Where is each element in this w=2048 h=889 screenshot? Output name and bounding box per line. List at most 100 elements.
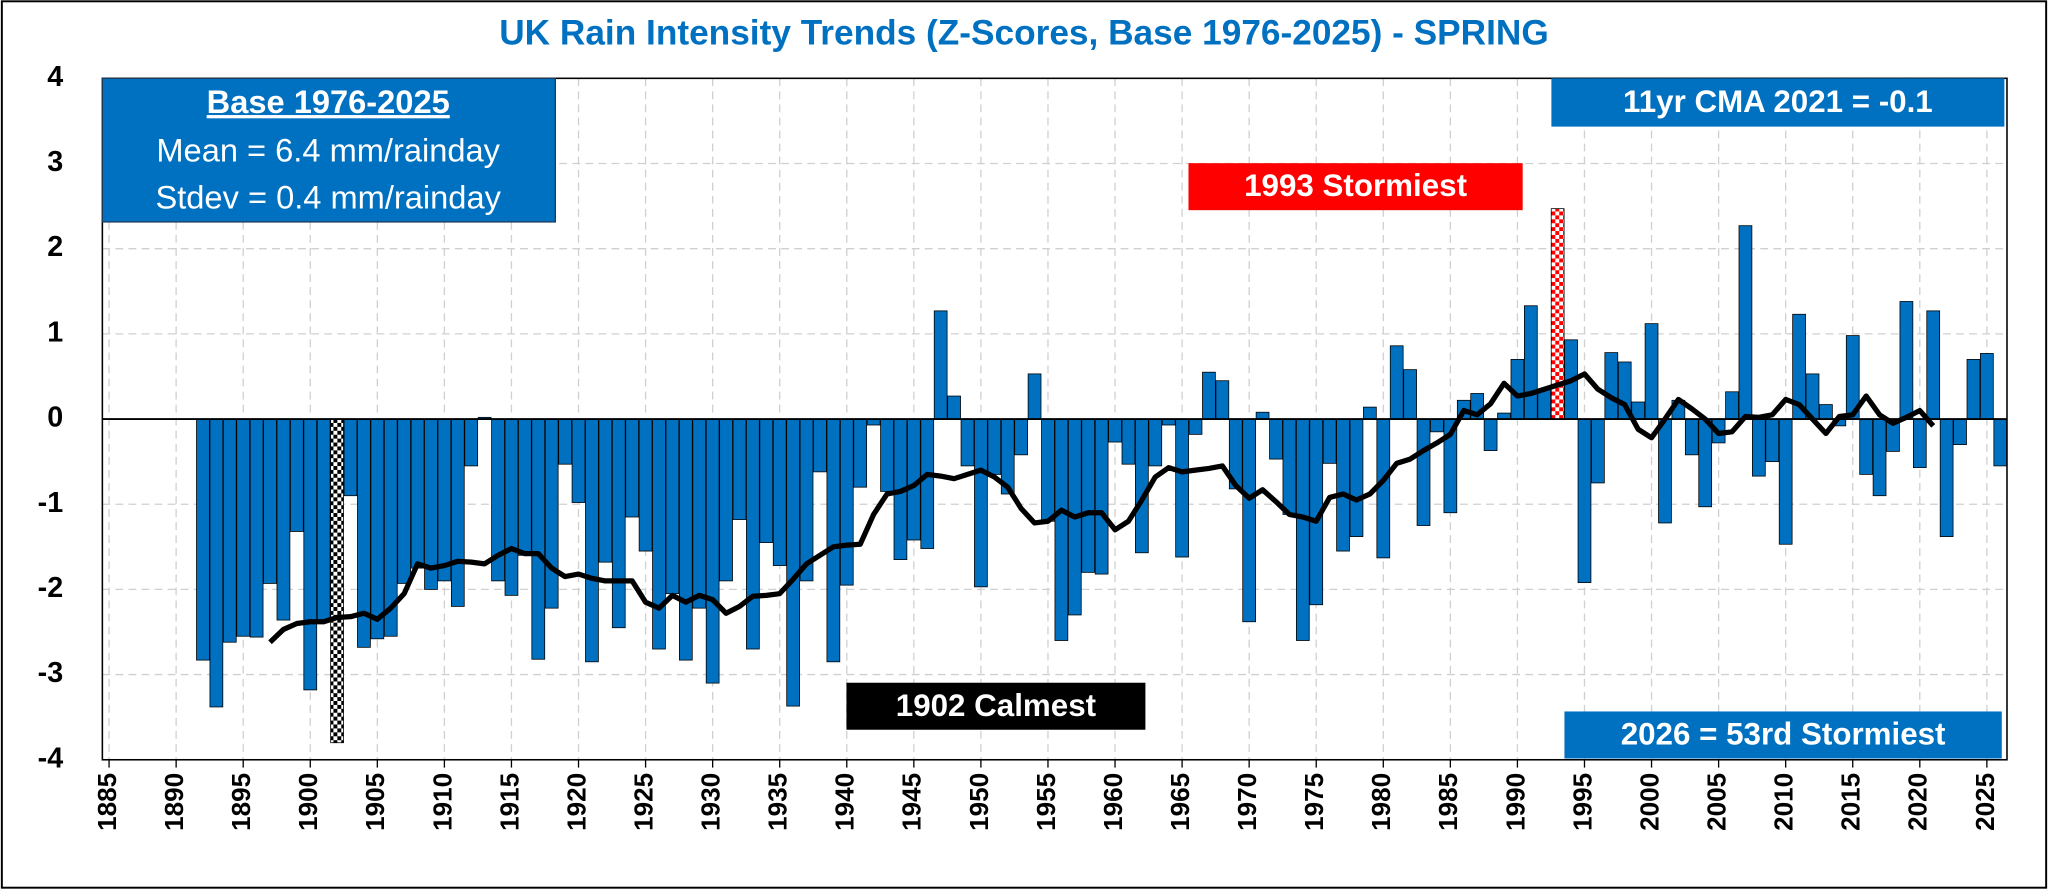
annotation-box bbox=[1188, 163, 1523, 211]
bar bbox=[370, 418, 385, 640]
bar bbox=[652, 418, 666, 650]
bar bbox=[1980, 353, 1994, 420]
bar bbox=[1953, 418, 1967, 445]
annotation-box bbox=[1551, 78, 2005, 127]
bar bbox=[1282, 418, 1297, 515]
bar bbox=[1416, 418, 1431, 526]
y-tick-label: -2 bbox=[38, 572, 64, 604]
bar bbox=[571, 418, 586, 503]
bar bbox=[1135, 418, 1149, 554]
bar bbox=[1188, 418, 1203, 435]
bar bbox=[290, 418, 304, 532]
bar bbox=[1966, 359, 1981, 420]
annotation-text: 11yr CMA 2021 = -0.1 bbox=[1623, 84, 1933, 119]
bar bbox=[813, 418, 827, 473]
bar bbox=[1389, 345, 1404, 420]
bar bbox=[759, 418, 774, 543]
bar bbox=[1684, 418, 1699, 456]
bar bbox=[799, 418, 814, 582]
bar bbox=[1041, 418, 1055, 522]
bar bbox=[236, 418, 251, 637]
bar bbox=[678, 418, 693, 661]
bar bbox=[1403, 369, 1417, 420]
bar bbox=[1215, 380, 1230, 420]
bar bbox=[732, 418, 747, 520]
bar bbox=[839, 418, 854, 586]
bar bbox=[1202, 371, 1216, 420]
x-tick-label: 1995 bbox=[1567, 773, 1597, 831]
bar bbox=[1027, 373, 1042, 420]
x-tick-label: 1920 bbox=[561, 773, 591, 831]
bar bbox=[665, 418, 680, 595]
x-tick-label: 1965 bbox=[1165, 773, 1195, 831]
bar bbox=[196, 418, 210, 661]
bar bbox=[222, 418, 237, 643]
bar bbox=[276, 418, 291, 621]
bar bbox=[585, 418, 599, 663]
annotation-text: 2026 = 53rd Stormiest bbox=[1621, 717, 1946, 752]
x-tick-label: 1955 bbox=[1031, 773, 1061, 831]
bar bbox=[1658, 418, 1672, 524]
x-tick-label: 2010 bbox=[1769, 773, 1799, 831]
chart-title: UK Rain Intensity Trends (Z-Scores, Base… bbox=[499, 14, 1549, 53]
x-tick-label: 1970 bbox=[1232, 773, 1262, 831]
bar bbox=[1725, 391, 1739, 420]
y-tick-label: 3 bbox=[47, 146, 63, 178]
y-tick-label: -1 bbox=[38, 487, 64, 519]
x-tick-label: 1915 bbox=[494, 773, 524, 831]
annotation-text: 1902 Calmest bbox=[896, 688, 1097, 723]
bar bbox=[1738, 225, 1753, 420]
bar bbox=[209, 418, 224, 708]
bar bbox=[1591, 418, 1605, 484]
bar bbox=[504, 418, 519, 596]
bar bbox=[424, 418, 438, 590]
x-tick-label: 1990 bbox=[1500, 773, 1530, 831]
x-tick-label: 1960 bbox=[1098, 773, 1128, 831]
bar bbox=[719, 418, 733, 582]
info-box-line: Stdev = 0.4 mm/rainday bbox=[155, 178, 501, 215]
bar bbox=[933, 310, 948, 420]
bar bbox=[625, 418, 640, 518]
bar bbox=[330, 418, 344, 744]
y-tick-label: 1 bbox=[47, 316, 63, 348]
bar bbox=[544, 418, 559, 609]
bar bbox=[249, 418, 264, 638]
x-tick-label: 2025 bbox=[1970, 773, 2000, 831]
bar bbox=[1859, 418, 1873, 475]
bar bbox=[303, 418, 318, 691]
x-tick-label: 1935 bbox=[763, 773, 793, 831]
bar bbox=[1939, 418, 1954, 537]
bar bbox=[1993, 418, 2008, 467]
bar bbox=[464, 418, 479, 467]
x-tick-label: 1950 bbox=[964, 773, 994, 831]
bar bbox=[987, 418, 1002, 475]
x-tick-label: 2000 bbox=[1634, 773, 1664, 831]
bar bbox=[786, 418, 800, 707]
bar bbox=[397, 418, 411, 584]
bar bbox=[1094, 418, 1109, 575]
bar bbox=[974, 418, 988, 588]
x-tick-label: 1940 bbox=[830, 773, 860, 831]
bar bbox=[1255, 411, 1270, 420]
y-tick-label: -4 bbox=[38, 742, 64, 774]
bar bbox=[826, 418, 841, 663]
bar bbox=[638, 418, 653, 552]
bar bbox=[1819, 404, 1833, 420]
x-tick-label: 2005 bbox=[1702, 773, 1732, 831]
bar bbox=[316, 418, 331, 621]
bar bbox=[1524, 305, 1538, 420]
bar bbox=[1336, 418, 1350, 552]
bar bbox=[1698, 418, 1713, 508]
x-tick-label: 1980 bbox=[1366, 773, 1396, 831]
info-box-line: Mean = 6.4 mm/rainday bbox=[156, 131, 500, 168]
bar bbox=[1054, 418, 1069, 641]
bar bbox=[1483, 418, 1498, 451]
annotation-text: 1993 Stormiest bbox=[1244, 168, 1467, 203]
bar bbox=[1121, 418, 1136, 465]
x-tick-label: 1975 bbox=[1299, 773, 1329, 831]
bar bbox=[853, 418, 868, 488]
bar bbox=[611, 418, 626, 629]
bar bbox=[1537, 388, 1552, 420]
bar bbox=[746, 418, 760, 650]
